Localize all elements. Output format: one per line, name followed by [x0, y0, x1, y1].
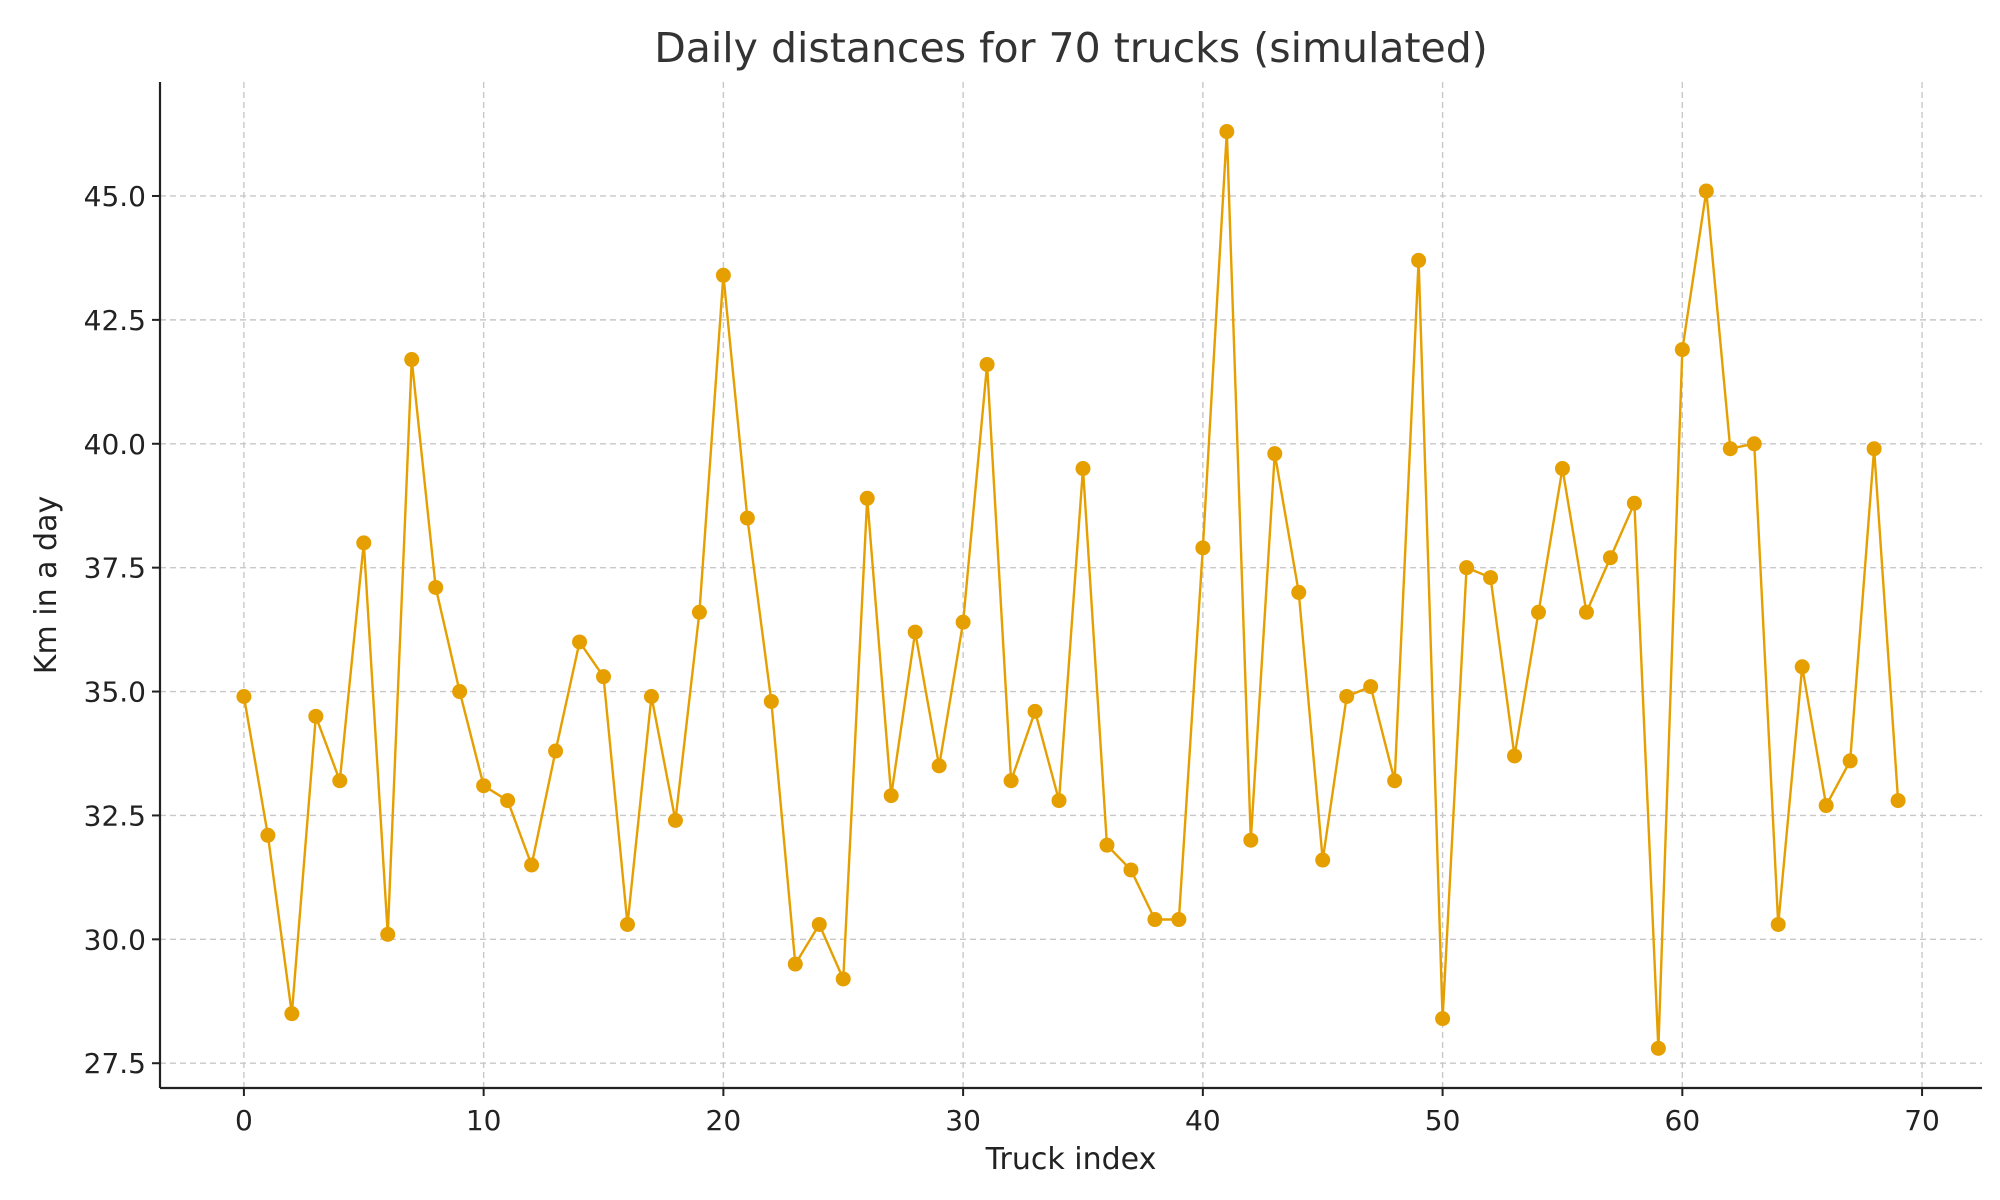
y-tick-label: 37.5: [84, 552, 146, 585]
data-point: [643, 689, 659, 704]
data-point: [1315, 852, 1331, 868]
data-point: [1291, 584, 1307, 600]
data-point: [1243, 832, 1259, 848]
data-point: [476, 778, 492, 794]
data-point: [524, 857, 540, 873]
data-point: [1746, 436, 1762, 452]
x-tick-label: 50: [1425, 1104, 1461, 1137]
data-point: [428, 579, 444, 595]
series-line-layer: [242, 130, 1900, 1050]
data-point: [1698, 183, 1714, 199]
data-point: [715, 267, 731, 283]
data-point: [739, 510, 755, 526]
data-point: [859, 490, 875, 506]
data-point: [1674, 342, 1690, 358]
data-point: [1267, 446, 1283, 462]
data-point: [452, 684, 468, 700]
data-point: [1650, 1040, 1666, 1056]
data-point: [763, 693, 779, 709]
data-point: [1435, 1011, 1451, 1027]
data-point: [1339, 689, 1355, 704]
data-point: [1075, 461, 1091, 477]
y-tick-label: 35.0: [84, 676, 146, 709]
data-point: [596, 669, 612, 685]
data-point: [1051, 793, 1067, 809]
data-point: [1387, 773, 1403, 789]
data-point: [236, 689, 252, 704]
x-tick-label: 70: [1904, 1104, 1940, 1137]
data-point: [1818, 798, 1834, 814]
grid-layer: [160, 82, 1982, 1088]
data-point: [979, 356, 995, 372]
y-tick-label: 42.5: [84, 304, 146, 337]
y-tick-label: 30.0: [84, 923, 146, 956]
data-point: [691, 604, 707, 620]
data-point: [1363, 679, 1379, 695]
data-point: [931, 758, 947, 774]
x-axis-label: Truck index: [985, 1142, 1157, 1177]
data-point: [1171, 912, 1187, 928]
data-point: [1602, 550, 1618, 566]
axis-layer: 0 10 20 30 40 50 60 70 27.5 30.0 32.5 35.0 37.5 40.0 4…: [84, 82, 1982, 1137]
data-point: [1507, 748, 1523, 764]
data-point: [548, 743, 564, 759]
y-tick-label: 40.0: [84, 428, 146, 461]
data-point: [835, 971, 851, 987]
data-point: [500, 793, 516, 809]
data-point: [404, 352, 420, 368]
data-point: [1003, 773, 1019, 789]
data-point: [380, 926, 396, 942]
y-axis-label: Km in a day: [29, 496, 64, 674]
data-point: [1483, 570, 1499, 586]
data-point: [1866, 441, 1882, 457]
x-tick-label: 40: [1185, 1104, 1221, 1137]
y-tick-label: 32.5: [84, 799, 146, 832]
data-point: [1195, 540, 1211, 556]
chart-title: Daily distances for 70 trucks (simulated…: [654, 24, 1488, 72]
data-point: [1411, 252, 1427, 268]
data-point: [1722, 441, 1738, 457]
x-tick-label: 30: [945, 1104, 981, 1137]
data-point: [1842, 753, 1858, 769]
x-tick-label: 60: [1665, 1104, 1701, 1137]
data-point: [1099, 837, 1115, 853]
data-point: [1890, 793, 1906, 809]
x-tick-label: 10: [466, 1104, 502, 1137]
y-tick-label: 27.5: [84, 1047, 146, 1080]
data-point: [619, 916, 635, 932]
data-point: [1027, 703, 1043, 719]
data-point: [1770, 916, 1786, 932]
data-point: [356, 535, 372, 551]
data-point: [1794, 659, 1810, 675]
data-point: [1147, 912, 1163, 928]
data-point: [1626, 495, 1642, 511]
data-point: [955, 614, 971, 630]
data-point: [811, 916, 827, 932]
series-line: [242, 130, 1900, 1050]
data-point: [1530, 604, 1546, 620]
data-point: [332, 773, 348, 789]
data-point: [572, 634, 588, 650]
data-point: [1554, 461, 1570, 477]
data-point: [883, 788, 899, 804]
data-point: [1123, 862, 1139, 878]
data-point: [1219, 124, 1235, 140]
series-marker-layer: [236, 124, 1906, 1056]
y-tick-label: 45.0: [84, 180, 146, 213]
data-point: [1459, 560, 1475, 576]
data-point: [284, 1006, 300, 1022]
x-tick-label: 20: [706, 1104, 742, 1137]
data-point: [667, 812, 683, 828]
data-point: [1578, 604, 1594, 620]
data-point: [907, 624, 923, 640]
data-point: [260, 827, 276, 843]
data-point: [787, 956, 803, 972]
x-tick-label: 0: [235, 1104, 253, 1137]
data-point: [308, 708, 324, 724]
